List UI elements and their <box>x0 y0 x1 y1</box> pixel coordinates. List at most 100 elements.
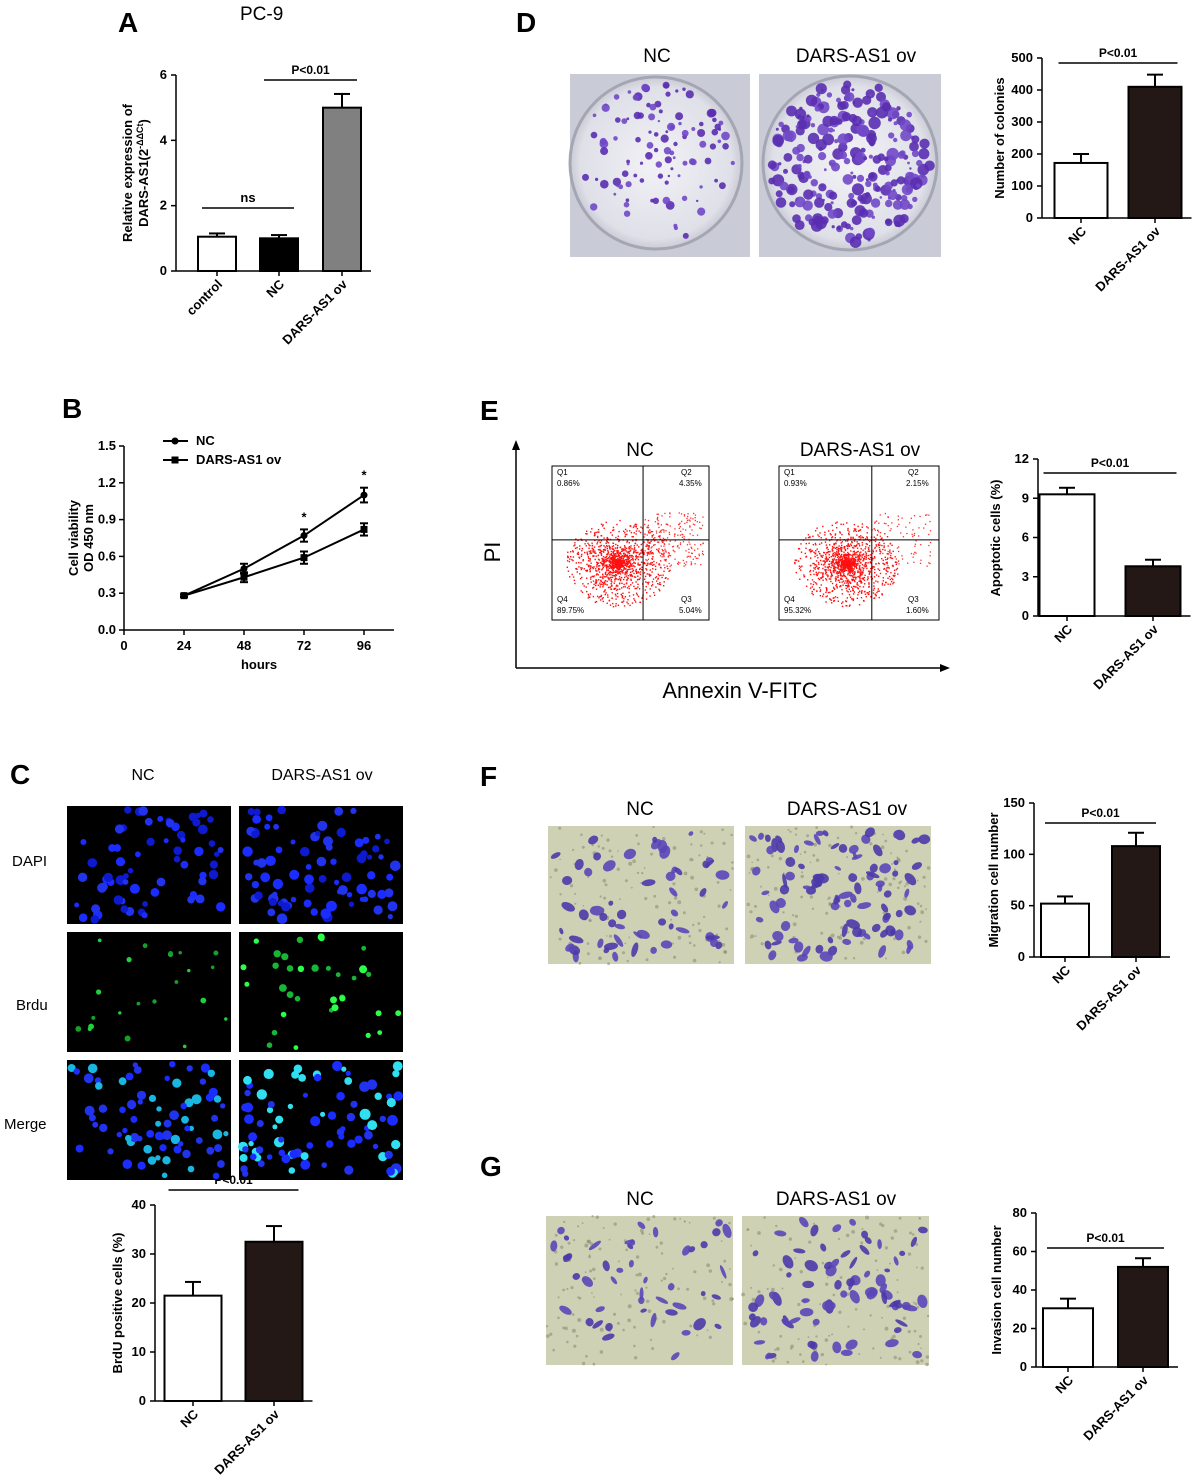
cell <box>220 1103 226 1109</box>
event <box>886 558 888 560</box>
event <box>846 545 848 547</box>
event <box>647 545 649 547</box>
event <box>839 558 841 560</box>
event <box>649 588 651 590</box>
pore <box>839 1276 843 1279</box>
pore <box>718 961 721 964</box>
event <box>841 569 843 571</box>
stained-cell <box>608 900 614 906</box>
colony <box>821 88 824 92</box>
event <box>630 556 632 558</box>
colony <box>718 120 724 126</box>
event <box>853 585 855 588</box>
event <box>846 590 848 592</box>
event <box>837 572 839 574</box>
event <box>586 569 589 571</box>
event <box>822 575 824 577</box>
pore <box>591 843 594 847</box>
pore <box>907 1252 912 1256</box>
stained-cell <box>824 1261 833 1270</box>
event <box>865 565 867 567</box>
event <box>615 595 617 597</box>
event <box>609 548 611 550</box>
colony <box>635 136 641 143</box>
event <box>645 585 647 588</box>
event <box>620 555 623 558</box>
event <box>856 554 858 556</box>
event <box>606 547 608 550</box>
event <box>849 565 852 567</box>
event <box>692 518 694 520</box>
colony <box>851 115 862 127</box>
event <box>665 577 667 579</box>
significance-label: P<0.01 <box>1081 806 1120 820</box>
event <box>829 598 831 600</box>
event <box>620 562 622 564</box>
cell <box>97 938 102 943</box>
event <box>611 556 614 559</box>
colony <box>637 112 644 119</box>
event <box>892 565 894 567</box>
event <box>840 556 843 558</box>
event <box>819 532 821 534</box>
event <box>615 578 618 580</box>
event <box>842 601 844 603</box>
event <box>846 565 849 567</box>
event <box>648 547 650 549</box>
event <box>633 561 635 563</box>
event <box>630 568 632 570</box>
pore <box>920 1266 924 1270</box>
cell <box>366 971 372 978</box>
event <box>847 538 849 540</box>
stained-cell <box>557 1226 565 1235</box>
event <box>659 538 661 540</box>
event <box>610 531 612 534</box>
pore <box>692 958 697 963</box>
event <box>894 556 896 558</box>
event <box>883 567 886 570</box>
legend-marker <box>171 456 179 464</box>
stained-cell <box>834 865 842 871</box>
pore <box>702 1296 707 1301</box>
event <box>881 544 883 547</box>
event <box>840 578 842 580</box>
pore <box>646 1217 651 1221</box>
event <box>837 566 839 568</box>
event <box>814 566 817 569</box>
event <box>835 578 837 580</box>
cell <box>340 1126 346 1132</box>
stained-cell <box>699 888 707 897</box>
event <box>601 558 604 560</box>
event <box>633 598 635 600</box>
migration-ov-label: DARS-AS1 ov <box>787 799 908 820</box>
cell <box>275 846 283 854</box>
event <box>893 569 896 571</box>
stained-cell <box>768 1291 779 1301</box>
event <box>600 554 603 556</box>
event <box>847 570 849 572</box>
event <box>866 538 869 541</box>
event <box>699 521 701 523</box>
stained-cell <box>682 1245 691 1256</box>
event <box>846 522 848 524</box>
event <box>886 567 888 569</box>
pore <box>637 842 640 846</box>
colony <box>801 115 805 119</box>
event <box>839 565 842 567</box>
event <box>837 576 839 578</box>
event <box>816 574 818 577</box>
pore <box>770 854 774 858</box>
event <box>604 583 607 585</box>
event <box>627 599 629 601</box>
significance-label: ns <box>240 190 255 205</box>
nc-q4-value: 89.75% <box>557 606 584 615</box>
cell <box>275 1115 284 1124</box>
event <box>698 554 700 557</box>
event <box>825 579 828 581</box>
event <box>848 533 850 535</box>
event <box>660 545 662 547</box>
event <box>861 536 864 538</box>
event <box>586 590 588 593</box>
event <box>836 585 838 588</box>
event <box>581 550 583 552</box>
